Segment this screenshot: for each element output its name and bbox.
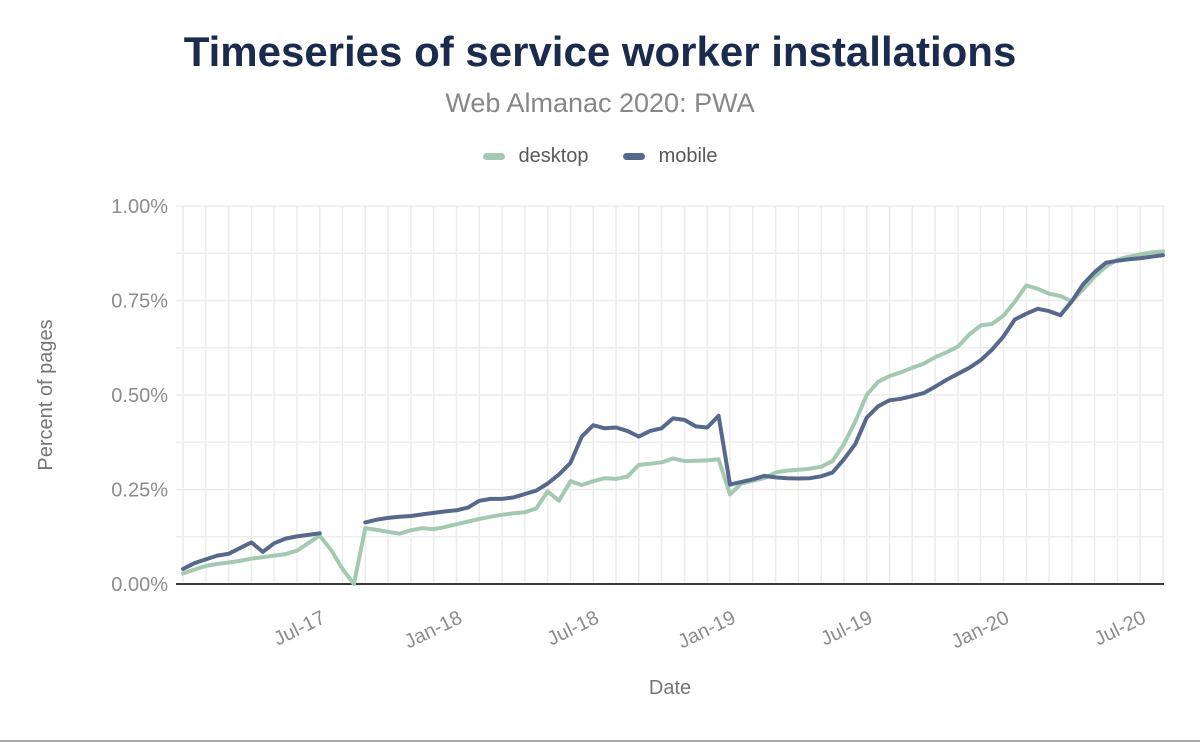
y-tick-label: 1.00% [111, 196, 168, 218]
legend-item-mobile[interactable]: mobile [622, 145, 718, 168]
y-tick-label: 0.00% [111, 574, 168, 596]
chart-title: Timeseries of service worker installatio… [183, 28, 1017, 75]
mobile-swatch-icon [622, 153, 645, 160]
x-tick-label: Jan-19 [675, 607, 740, 654]
x-tick-label: Jul-20 [1091, 607, 1150, 651]
x-tick-label: Jan-20 [948, 607, 1013, 654]
x-tick-label: Jul-19 [817, 607, 876, 651]
legend-label-desktop: desktop [518, 145, 589, 167]
legend-label-mobile: mobile [658, 145, 718, 167]
desktop-line [181, 249, 1165, 586]
series-lines [181, 249, 1165, 586]
bottom-divider [0, 740, 1200, 742]
mobile-line [181, 253, 1165, 571]
y-tick-label: 0.50% [111, 385, 168, 407]
y-tick-label: 0.75% [111, 291, 168, 313]
y-axis-title: Percent of pages [35, 319, 57, 470]
x-tick-label: Jul-18 [544, 607, 603, 651]
x-tick-label: Jul-17 [270, 607, 329, 651]
desktop-swatch-icon [482, 153, 505, 160]
legend-item-desktop[interactable]: desktop [482, 145, 589, 168]
gridlines [176, 205, 1164, 584]
legend: desktop mobile [0, 145, 1200, 168]
x-axis-title: Date [649, 677, 691, 699]
chart-subtitle: Web Almanac 2020: PWA [445, 88, 755, 118]
x-tick-label: Jan-18 [401, 607, 466, 654]
y-tick-label: 0.25% [111, 480, 168, 502]
